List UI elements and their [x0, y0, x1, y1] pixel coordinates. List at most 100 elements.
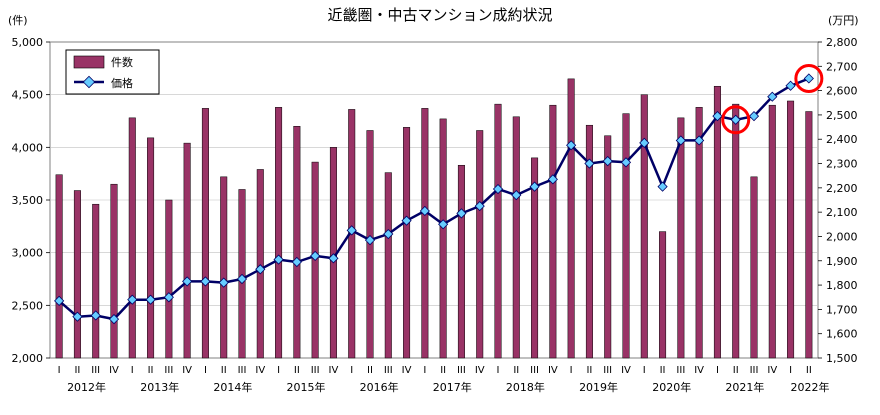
- price-point: [108, 314, 120, 325]
- quarter-label: II: [74, 365, 80, 376]
- price-point: [328, 253, 339, 264]
- legend-line-marker: [82, 75, 96, 89]
- price-point: [492, 183, 504, 195]
- quarter-label: II: [367, 365, 373, 376]
- left-tick-label: 2,000: [12, 352, 44, 365]
- price-point: [200, 276, 211, 287]
- right-tick-label: 1,600: [826, 328, 858, 341]
- quarter-label: II: [440, 365, 446, 376]
- year-label: 2022年: [791, 380, 830, 394]
- quarter-label: I: [789, 365, 792, 376]
- bar: [512, 116, 520, 359]
- bar: [549, 104, 557, 359]
- price-point: [364, 235, 376, 246]
- price-point: [657, 181, 668, 192]
- bar: [55, 174, 63, 359]
- right-tick-label: 2,300: [826, 158, 858, 171]
- bar: [439, 118, 447, 359]
- price-point: [748, 111, 760, 122]
- legend: 件数 価格: [65, 49, 160, 95]
- quarter-label: IV: [694, 365, 704, 376]
- bar: [805, 111, 813, 359]
- bar: [768, 104, 776, 359]
- bar: [567, 78, 575, 359]
- price-point: [529, 181, 540, 192]
- bar: [531, 157, 539, 359]
- bar: [732, 103, 740, 359]
- price-point: [675, 135, 686, 146]
- price-point: [566, 140, 577, 151]
- quarter-label: III: [457, 365, 466, 376]
- quarter-label: II: [586, 365, 592, 376]
- price-point: [72, 311, 83, 322]
- price-point: [419, 205, 430, 217]
- price-point: [236, 273, 248, 285]
- price-point: [474, 200, 485, 212]
- line-series: [54, 73, 814, 325]
- left-axis: 2,000 2,500 3,000 3,500 4,000 4,500 5,000: [12, 36, 50, 365]
- price-point: [163, 292, 174, 303]
- quarter-label: I: [350, 365, 353, 376]
- left-tick-label: 3,500: [12, 194, 44, 207]
- year-label: 2015年: [287, 380, 326, 394]
- quarter-label: III: [384, 365, 393, 376]
- quarter-label: IV: [329, 365, 339, 376]
- price-point: [145, 294, 156, 305]
- price-point: [456, 208, 467, 219]
- price-point: [291, 256, 302, 268]
- price-point: [182, 276, 193, 287]
- left-tick-label: 5,000: [12, 36, 44, 49]
- quarter-label: I: [277, 365, 280, 376]
- quarter-label: IV: [767, 365, 777, 376]
- right-tick-label: 2,400: [826, 133, 858, 146]
- price-point: [401, 215, 412, 226]
- quarter-label: I: [204, 365, 207, 376]
- bar: [604, 135, 612, 359]
- quarter-label: IV: [548, 365, 558, 376]
- left-tick-label: 2,500: [12, 299, 44, 312]
- bar: [73, 190, 81, 359]
- price-point: [511, 190, 522, 201]
- quarter-label: I: [716, 365, 719, 376]
- right-axis: 1,500 1,600 1,700 1,800 1,900 2,000 2,100 2,200…: [818, 36, 858, 365]
- legend-bar-swatch: [73, 55, 105, 69]
- quarter-label: III: [750, 365, 759, 376]
- bar: [787, 100, 795, 359]
- price-point: [712, 111, 723, 122]
- price-point: [346, 225, 357, 236]
- right-tick-label: 1,500: [826, 352, 858, 365]
- quarter-label: II: [221, 365, 227, 376]
- chart-title: 近畿圏・中古マンション成約状況: [327, 6, 552, 24]
- price-point: [54, 295, 65, 306]
- right-tick-label: 2,000: [826, 230, 858, 243]
- bar: [238, 189, 246, 359]
- bar: [183, 142, 191, 359]
- bar: [403, 127, 411, 359]
- bar: [622, 113, 630, 359]
- year-label: 2020年: [652, 380, 691, 394]
- quarter-label: IV: [621, 365, 631, 376]
- price-point: [785, 80, 796, 91]
- bar: [201, 108, 209, 359]
- price-point: [90, 310, 101, 321]
- quarter-label: I: [570, 365, 573, 376]
- bar: [165, 199, 173, 359]
- quarter-label: IV: [402, 365, 412, 376]
- quarter-label: IV: [255, 365, 265, 376]
- highlight-circle: [721, 105, 751, 135]
- quarter-label: I: [497, 365, 500, 376]
- quarter-label: I: [131, 365, 134, 376]
- right-tick-label: 2,700: [826, 60, 858, 73]
- left-axis-unit: (件): [8, 14, 28, 27]
- quarter-label: III: [311, 365, 320, 376]
- price-point: [547, 174, 558, 185]
- bar: [92, 203, 100, 359]
- price-point: [694, 135, 705, 146]
- highlight-circles: [721, 63, 824, 135]
- quarter-label: III: [676, 365, 685, 376]
- right-tick-label: 1,900: [826, 255, 858, 268]
- bar: [384, 172, 392, 359]
- quarter-label: III: [91, 365, 100, 376]
- price-point: [255, 264, 266, 275]
